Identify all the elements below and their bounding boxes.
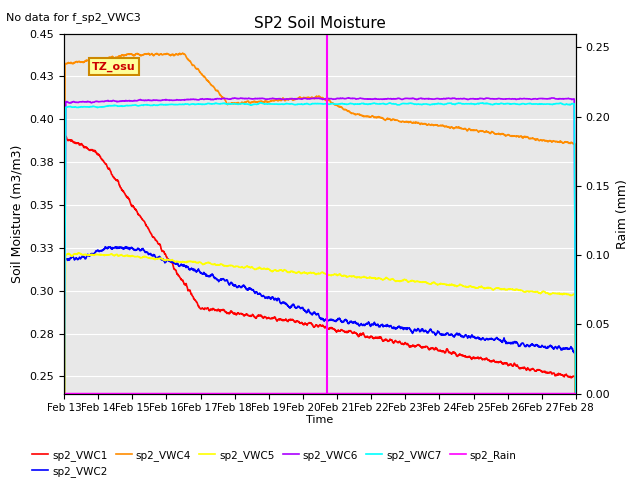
Y-axis label: Soil Moisture (m3/m3): Soil Moisture (m3/m3) <box>11 144 24 283</box>
Text: TZ_osu: TZ_osu <box>92 61 136 72</box>
X-axis label: Time: Time <box>307 415 333 425</box>
Text: No data for f_sp2_VWC3: No data for f_sp2_VWC3 <box>6 12 141 23</box>
Legend: sp2_VWC1, sp2_VWC2, sp2_VWC4, sp2_VWC5, sp2_VWC6, sp2_VWC7, sp2_Rain: sp2_VWC1, sp2_VWC2, sp2_VWC4, sp2_VWC5, … <box>28 445 521 480</box>
Y-axis label: Raim (mm): Raim (mm) <box>616 179 629 249</box>
Title: SP2 Soil Moisture: SP2 Soil Moisture <box>254 16 386 31</box>
